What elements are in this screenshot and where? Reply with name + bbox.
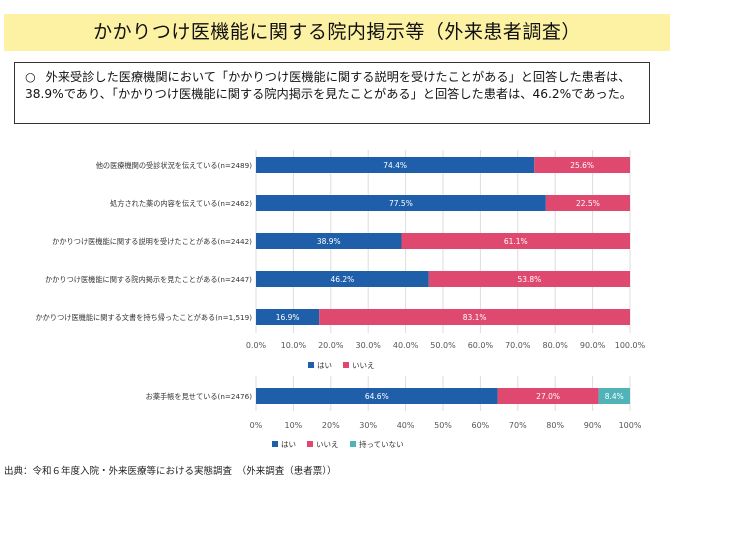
chart1-category-label: 他の医療機関の受診状況を伝えている(n=2489) xyxy=(96,161,253,170)
chart1-tick-label: 40.0% xyxy=(393,341,419,350)
chart1-category-label: かかりつけ医機能に関する説明を受けたことがある(n=2442) xyxy=(52,237,252,246)
chart1-tick-label: 10.0% xyxy=(281,341,307,350)
chart1-legend-label: はい xyxy=(317,361,332,370)
chart2-bar-not-carrying xyxy=(598,388,630,404)
chart2-tick-label: 100% xyxy=(619,421,642,430)
chart2-tick-label: 30% xyxy=(359,421,377,430)
chart1-category-label: かかりつけ医機能に関する文書を持ち帰ったことがある(n=1,519) xyxy=(35,313,252,322)
chart1-data-label: 38.9% xyxy=(317,237,341,246)
chart2-tick-label: 60% xyxy=(472,421,490,430)
chart2-legend-label: 持っていない xyxy=(359,439,404,449)
chart1-tick-label: 100.0% xyxy=(615,341,646,350)
chart2-legend-swatch xyxy=(350,441,356,447)
chart1-tick-label: 60.0% xyxy=(468,341,494,350)
chart1-data-label: 61.1% xyxy=(504,237,528,246)
summary-box: ○ 外来受診した医療機関において「かかりつけ医機能に関する説明を受けたことがある」… xyxy=(14,62,650,124)
chart2-data-label: 64.6% xyxy=(365,392,389,401)
chart2-legend-label: はい xyxy=(281,440,296,449)
chart1-tick-label: 20.0% xyxy=(318,341,344,350)
chart1-data-label: 46.2% xyxy=(330,275,354,284)
chart2-tick-label: 40% xyxy=(397,421,415,430)
chart1-bar-no xyxy=(428,271,630,287)
chart1-tick-label: 30.0% xyxy=(355,341,381,350)
chart2-bar-no xyxy=(497,388,599,404)
page-title: かかりつけ医機能に関する院内掲示等（外来患者調査） xyxy=(93,21,581,43)
chart2-tick-label: 70% xyxy=(509,421,527,430)
chart1-data-label: 74.4% xyxy=(383,161,407,170)
chart2-tick-label: 20% xyxy=(322,421,340,430)
chart-main: 0.0% 10.0% 20.0% 30.0% 40.0% 50.0% 60.0% 70.0% 8… xyxy=(35,150,646,370)
chart1-data-label: 16.9% xyxy=(276,313,300,322)
chart1-data-label: 22.5% xyxy=(576,199,600,208)
chart1-bar-yes xyxy=(256,233,402,249)
chart1-category-label: かかりつけ医機能に関する院内掲示を見たことがある(n=2447) xyxy=(45,275,252,284)
chart1-tick-label: 80.0% xyxy=(542,341,568,350)
source-note: 出典：令和６年度入院・外来医療等における実態調査 （外来調査（患者票）） xyxy=(4,466,337,477)
chart1-bar-no xyxy=(545,195,630,211)
chart2-legend-swatch xyxy=(307,441,313,447)
chart1-legend-label: いいえ xyxy=(352,361,375,370)
chart1-tick-label: 90.0% xyxy=(580,341,606,350)
chart1-tick-label: 70.0% xyxy=(505,341,531,350)
chart2-bar-yes xyxy=(256,388,498,404)
chart2-category-label: お薬手帳を見せている(n=2476) xyxy=(146,392,253,401)
chart1-tick-label: 50.0% xyxy=(430,341,456,350)
summary-bullet: ○ xyxy=(25,70,36,84)
chart1-bar-yes xyxy=(256,271,429,287)
chart1-bar-yes xyxy=(256,157,535,173)
chart2-tick-label: 10% xyxy=(285,421,303,430)
chart2-tick-label: 90% xyxy=(584,421,602,430)
chart2-tick-label: 80% xyxy=(546,421,564,430)
chart2-data-label: 8.4% xyxy=(605,392,624,401)
chart1-category-label: 処方された薬の内容を伝えている(n=2462) xyxy=(110,199,252,208)
chart-medicine-notebook: 0% 10% 20% 30% 40% 50% 60% 70% 80% 90% 100% お薬手帳を見せ… xyxy=(146,376,642,449)
chart1-bar-no xyxy=(319,309,630,325)
chart1-data-label: 25.6% xyxy=(570,161,594,170)
chart1-legend-swatch xyxy=(308,362,314,368)
chart1-bar-no xyxy=(401,233,630,249)
chart2-tick-label: 50% xyxy=(434,421,452,430)
chart1-bar-yes xyxy=(256,309,320,325)
chart1-bar-no xyxy=(534,157,630,173)
chart1-legend-swatch xyxy=(343,362,349,368)
chart2-data-label: 27.0% xyxy=(536,392,560,401)
chart2-legend-swatch xyxy=(272,441,278,447)
chart2-legend-label: いいえ xyxy=(316,440,339,449)
chart1-tick-label: 0.0% xyxy=(246,341,267,350)
title-band: かかりつけ医機能に関する院内掲示等（外来患者調査） xyxy=(4,14,670,51)
chart1-bar-yes xyxy=(256,195,546,211)
summary-text: 外来受診した医療機関において「かかりつけ医機能に関する説明を受けたことがある」と… xyxy=(25,70,632,101)
chart1-data-label: 53.8% xyxy=(517,275,541,284)
chart1-data-label: 77.5% xyxy=(389,199,413,208)
chart2-tick-label: 0% xyxy=(250,421,263,430)
chart1-data-label: 83.1% xyxy=(463,313,487,322)
